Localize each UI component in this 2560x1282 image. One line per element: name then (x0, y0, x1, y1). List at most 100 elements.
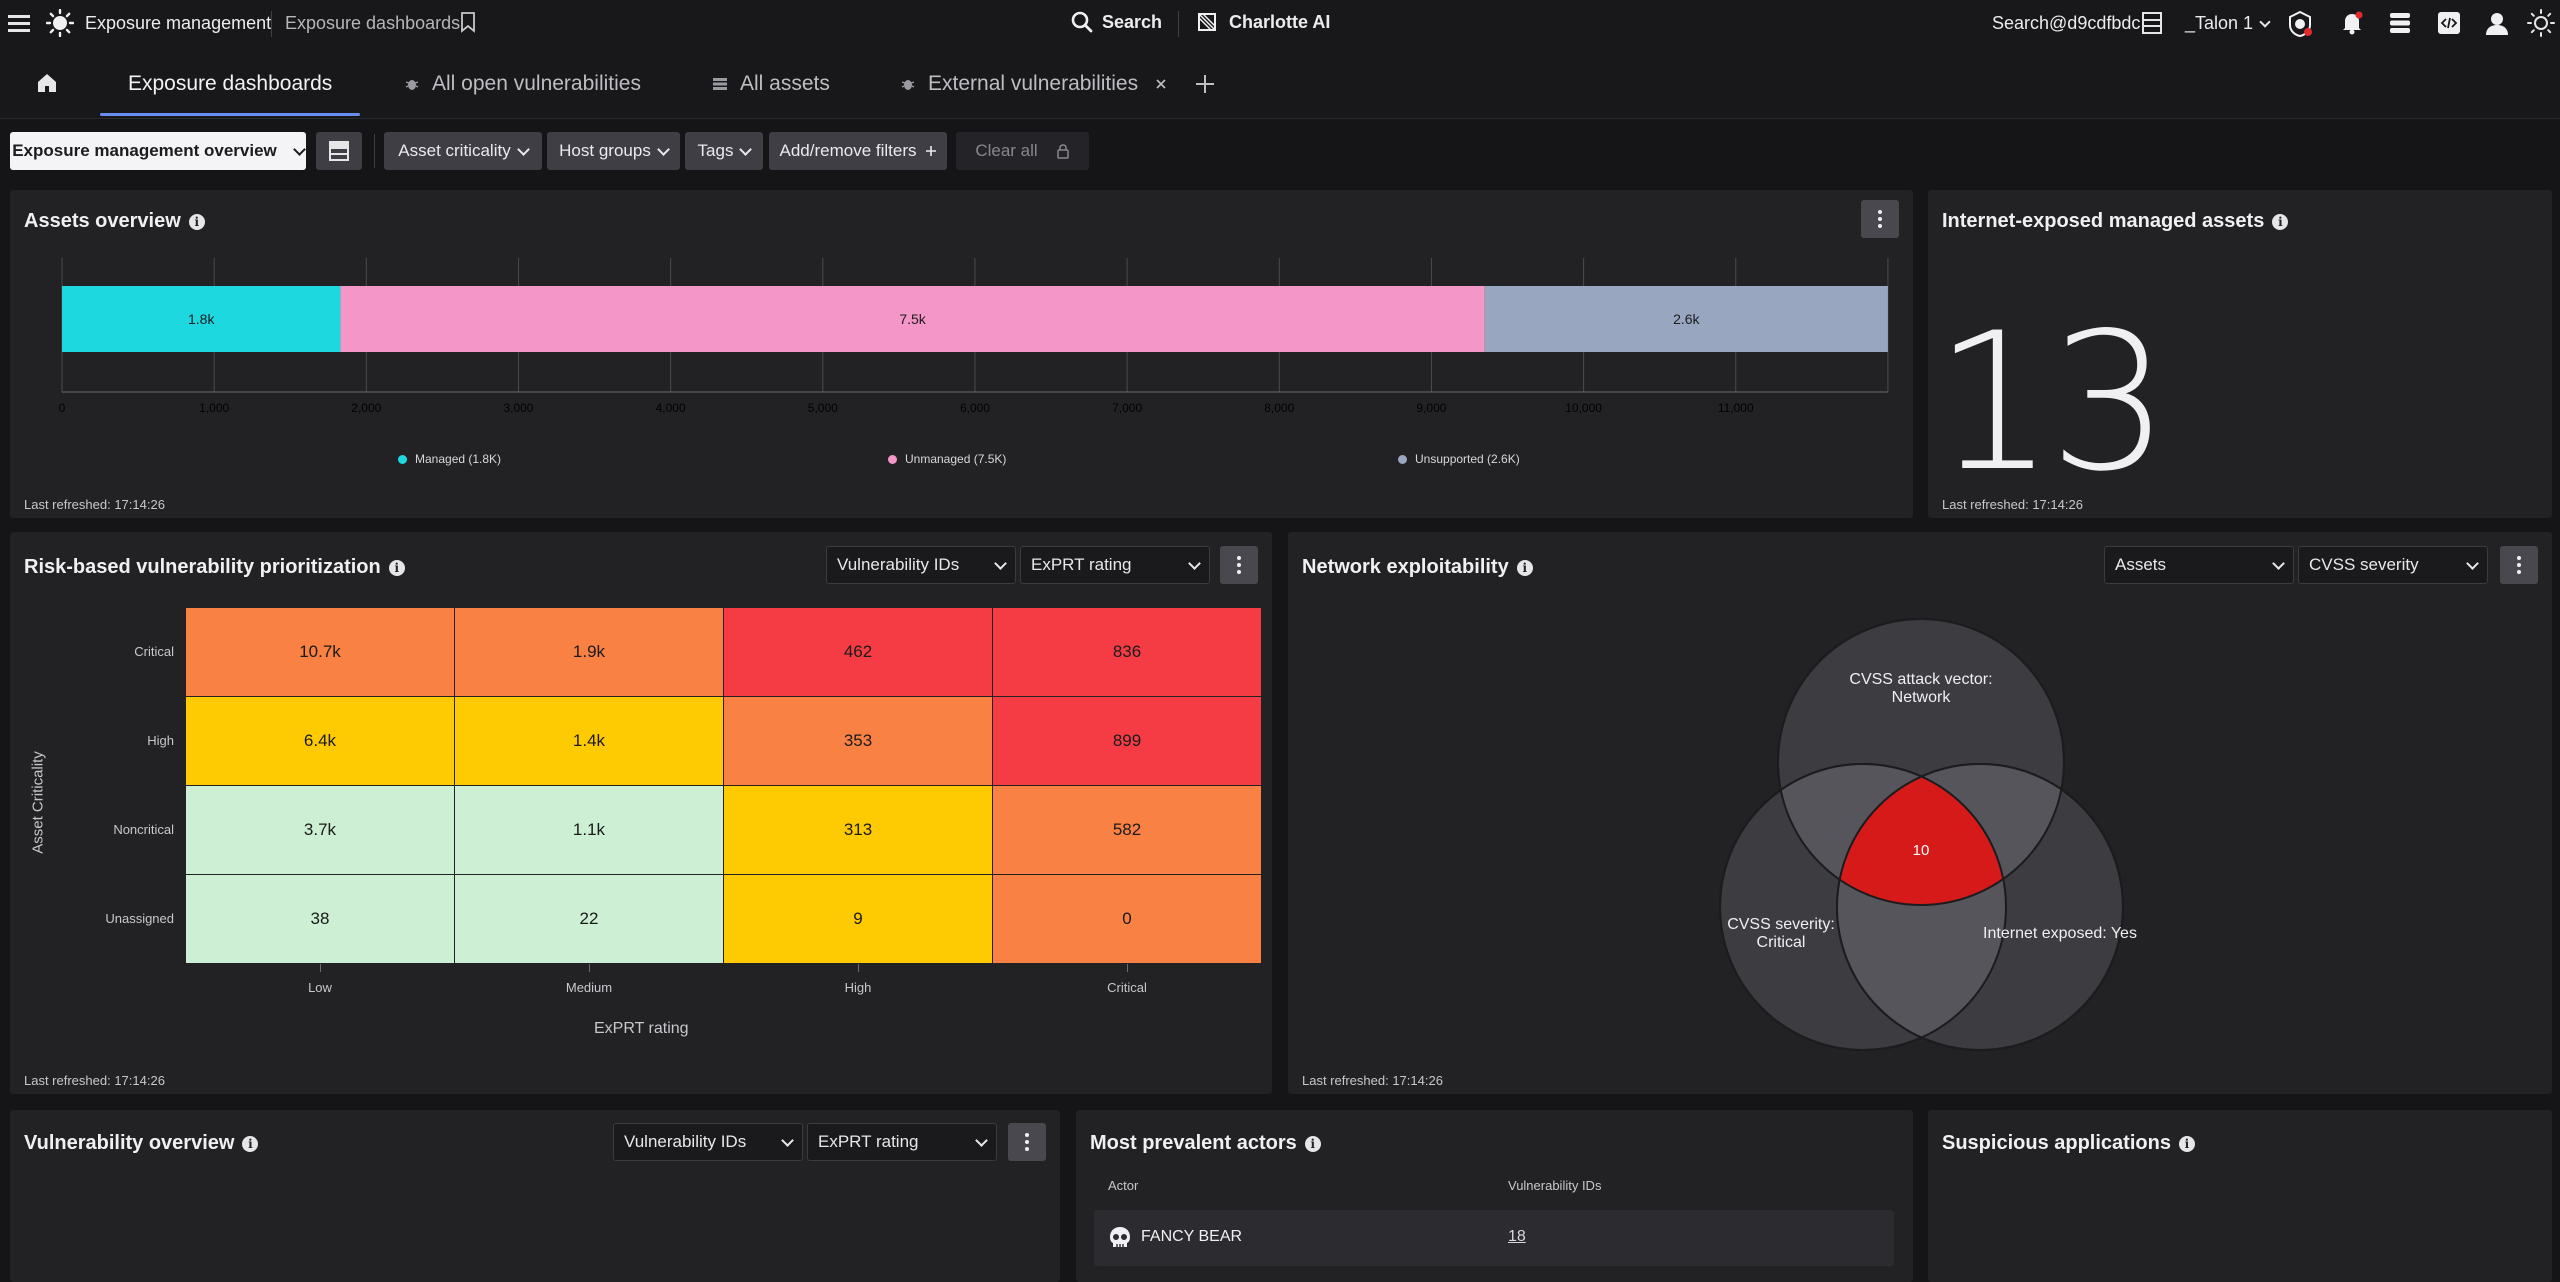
internet-exposed-title: Internet-exposed managed assets (1942, 210, 2265, 232)
network-exploitability-panel: Network exploitability i Assets CVSS sev… (1288, 532, 2552, 1094)
table-row[interactable]: FANCY BEAR 18 (1094, 1210, 1894, 1266)
user-profile-icon[interactable] (2484, 10, 2510, 36)
legend-item[interactable]: Unsupported (2.6K) (1398, 452, 1520, 466)
add-tab-icon[interactable] (1194, 73, 1216, 95)
tab-label: Exposure dashboards (128, 72, 333, 95)
info-icon[interactable]: i (1304, 1135, 1321, 1152)
falcon-shield-icon[interactable] (2286, 10, 2314, 38)
assets-chart-legend: Managed (1.8K) Unmanaged (7.5K) Unsupporte… (10, 452, 1913, 472)
venn-label-line: CVSS severity: (1727, 916, 1835, 933)
actor-name[interactable]: FANCY BEAR (1141, 1228, 1243, 1245)
asset-criticality-filter[interactable]: Asset criticality (384, 132, 542, 170)
bar-segment[interactable] (1484, 286, 1888, 352)
table-icon[interactable] (2140, 10, 2164, 36)
heatmap-cell[interactable]: 313 (724, 786, 992, 874)
legend-label: Managed (1.8K) (415, 452, 502, 466)
info-icon[interactable]: i (388, 559, 405, 576)
vulnerability-overview-panel: Vulnerability overview i Vulnerability I… (10, 1110, 1060, 1282)
heatmap-cell[interactable]: 582 (993, 786, 1261, 874)
home-tab-icon[interactable] (36, 72, 58, 94)
metric-select[interactable]: Vulnerability IDs (826, 546, 1016, 584)
global-search-button[interactable]: Search (1070, 10, 1162, 34)
host-groups-filter[interactable]: Host groups (547, 132, 680, 170)
heatmap-cell[interactable]: 0 (993, 875, 1261, 963)
panel-menu-kebab-icon[interactable] (1008, 1123, 1046, 1161)
theme-sun-icon[interactable] (2527, 9, 2555, 37)
hamburger-menu-icon[interactable] (8, 12, 30, 34)
heatmap-cell[interactable]: 6.4k (186, 697, 454, 785)
workflow-icon[interactable] (2387, 10, 2413, 36)
tab-all-open-vulnerabilities[interactable]: All open vulnerabilities (404, 72, 641, 96)
layout-toggle-button[interactable] (316, 132, 362, 170)
charlotte-ai-button[interactable]: Charlotte AI (1195, 10, 1330, 34)
close-tab-icon[interactable] (1154, 77, 1168, 91)
x-tick-label: 2,000 (351, 401, 381, 415)
internet-exposed-count[interactable]: 13 (1934, 292, 2170, 513)
rating-select[interactable]: ExPRT rating (1020, 546, 1210, 584)
heatmap-cell[interactable]: 1.9k (455, 608, 723, 696)
charlotte-ai-label: Charlotte AI (1229, 11, 1331, 32)
info-icon[interactable]: i (188, 213, 205, 230)
network-exploitability-title: Network exploitability (1302, 556, 1509, 578)
heatmap-cell[interactable]: 22 (455, 875, 723, 963)
column-header-actor[interactable]: Actor (1108, 1178, 1139, 1193)
info-icon[interactable]: i (2178, 1135, 2195, 1152)
clear-all-button[interactable]: Clear all (956, 132, 1089, 170)
heatmap-row-label: Critical (134, 644, 174, 659)
bar-segment[interactable] (340, 286, 1485, 352)
filter-label: Add/remove filters (779, 141, 917, 160)
bookmark-icon[interactable] (459, 11, 477, 33)
bar-segment[interactable] (62, 286, 341, 352)
actor-vulnerability-count-link[interactable]: 18 (1508, 1228, 1526, 1245)
add-remove-filters-button[interactable]: Add/remove filters (769, 132, 947, 170)
info-icon[interactable]: i (2272, 213, 2289, 230)
heatmap-cell[interactable]: 899 (993, 697, 1261, 785)
severity-select[interactable]: CVSS severity (2298, 546, 2488, 584)
tab-external-vulnerabilities[interactable]: External vulnerabilities (900, 72, 1168, 96)
vulnerability-overview-title: Vulnerability overview (24, 1132, 235, 1154)
heatmap-cell[interactable]: 1.4k (455, 697, 723, 785)
heatmap-cell[interactable]: 462 (724, 608, 992, 696)
heatmap-col-label: Medium (565, 980, 613, 995)
heatmap-cell[interactable]: 38 (186, 875, 454, 963)
rating-select[interactable]: ExPRT rating (807, 1123, 997, 1161)
tab-label: All assets (740, 72, 830, 95)
heatmap-cell[interactable]: 9 (724, 875, 992, 963)
legend-swatch (1398, 454, 1407, 464)
developer-code-icon[interactable] (2436, 10, 2462, 36)
chevron-down-icon (975, 1133, 988, 1147)
user-search-account[interactable]: Search@d9cdfbdc (1992, 13, 2141, 33)
column-header-vulnerability-ids[interactable]: Vulnerability IDs (1508, 1178, 1602, 1193)
legend-item[interactable]: Managed (1.8K) (398, 452, 501, 466)
heatmap-cell[interactable]: 1.1k (455, 786, 723, 874)
chevron-down-icon (1188, 556, 1201, 570)
tab-exposure-dashboards[interactable]: Exposure dashboards (128, 72, 332, 96)
panel-menu-kebab-icon[interactable] (1861, 200, 1899, 238)
last-refreshed: Last refreshed: 17:14:26 (24, 1073, 165, 1088)
heatmap-cell[interactable]: 3.7k (186, 786, 454, 874)
heatmap-cell[interactable]: 353 (724, 697, 992, 785)
filter-label: Asset criticality (398, 141, 511, 160)
panel-title: Most prevalent actors i (1090, 1132, 1321, 1155)
panel-menu-kebab-icon[interactable] (1220, 546, 1258, 584)
x-tick-label: 8,000 (1264, 401, 1294, 415)
tab-all-assets[interactable]: All assets (712, 72, 830, 96)
entity-select[interactable]: Assets (2104, 546, 2294, 584)
heatmap-cell[interactable]: 10.7k (186, 608, 454, 696)
tags-filter[interactable]: Tags (685, 132, 763, 170)
panel-title: Assets overview i (24, 210, 205, 233)
breadcrumb[interactable]: Exposure dashboards (285, 13, 461, 33)
venn-intersection[interactable] (1837, 764, 2123, 1050)
metric-select[interactable]: Vulnerability IDs (613, 1123, 803, 1161)
heatmap-col-tick (589, 964, 590, 972)
panel-menu-kebab-icon[interactable] (2500, 546, 2538, 584)
app-title[interactable]: Exposure management (85, 13, 272, 33)
info-icon[interactable]: i (1516, 559, 1533, 576)
heatmap-cell[interactable]: 836 (993, 608, 1261, 696)
dashboard-view-select[interactable]: Exposure management overview (10, 132, 306, 170)
notifications-bell-icon[interactable] (2340, 10, 2364, 36)
info-icon[interactable]: i (242, 1135, 259, 1152)
legend-item[interactable]: Unmanaged (7.5K) (888, 452, 1006, 466)
cid-selector[interactable]: _Talon 1 (2185, 13, 2271, 34)
chevron-down-icon (656, 142, 670, 156)
